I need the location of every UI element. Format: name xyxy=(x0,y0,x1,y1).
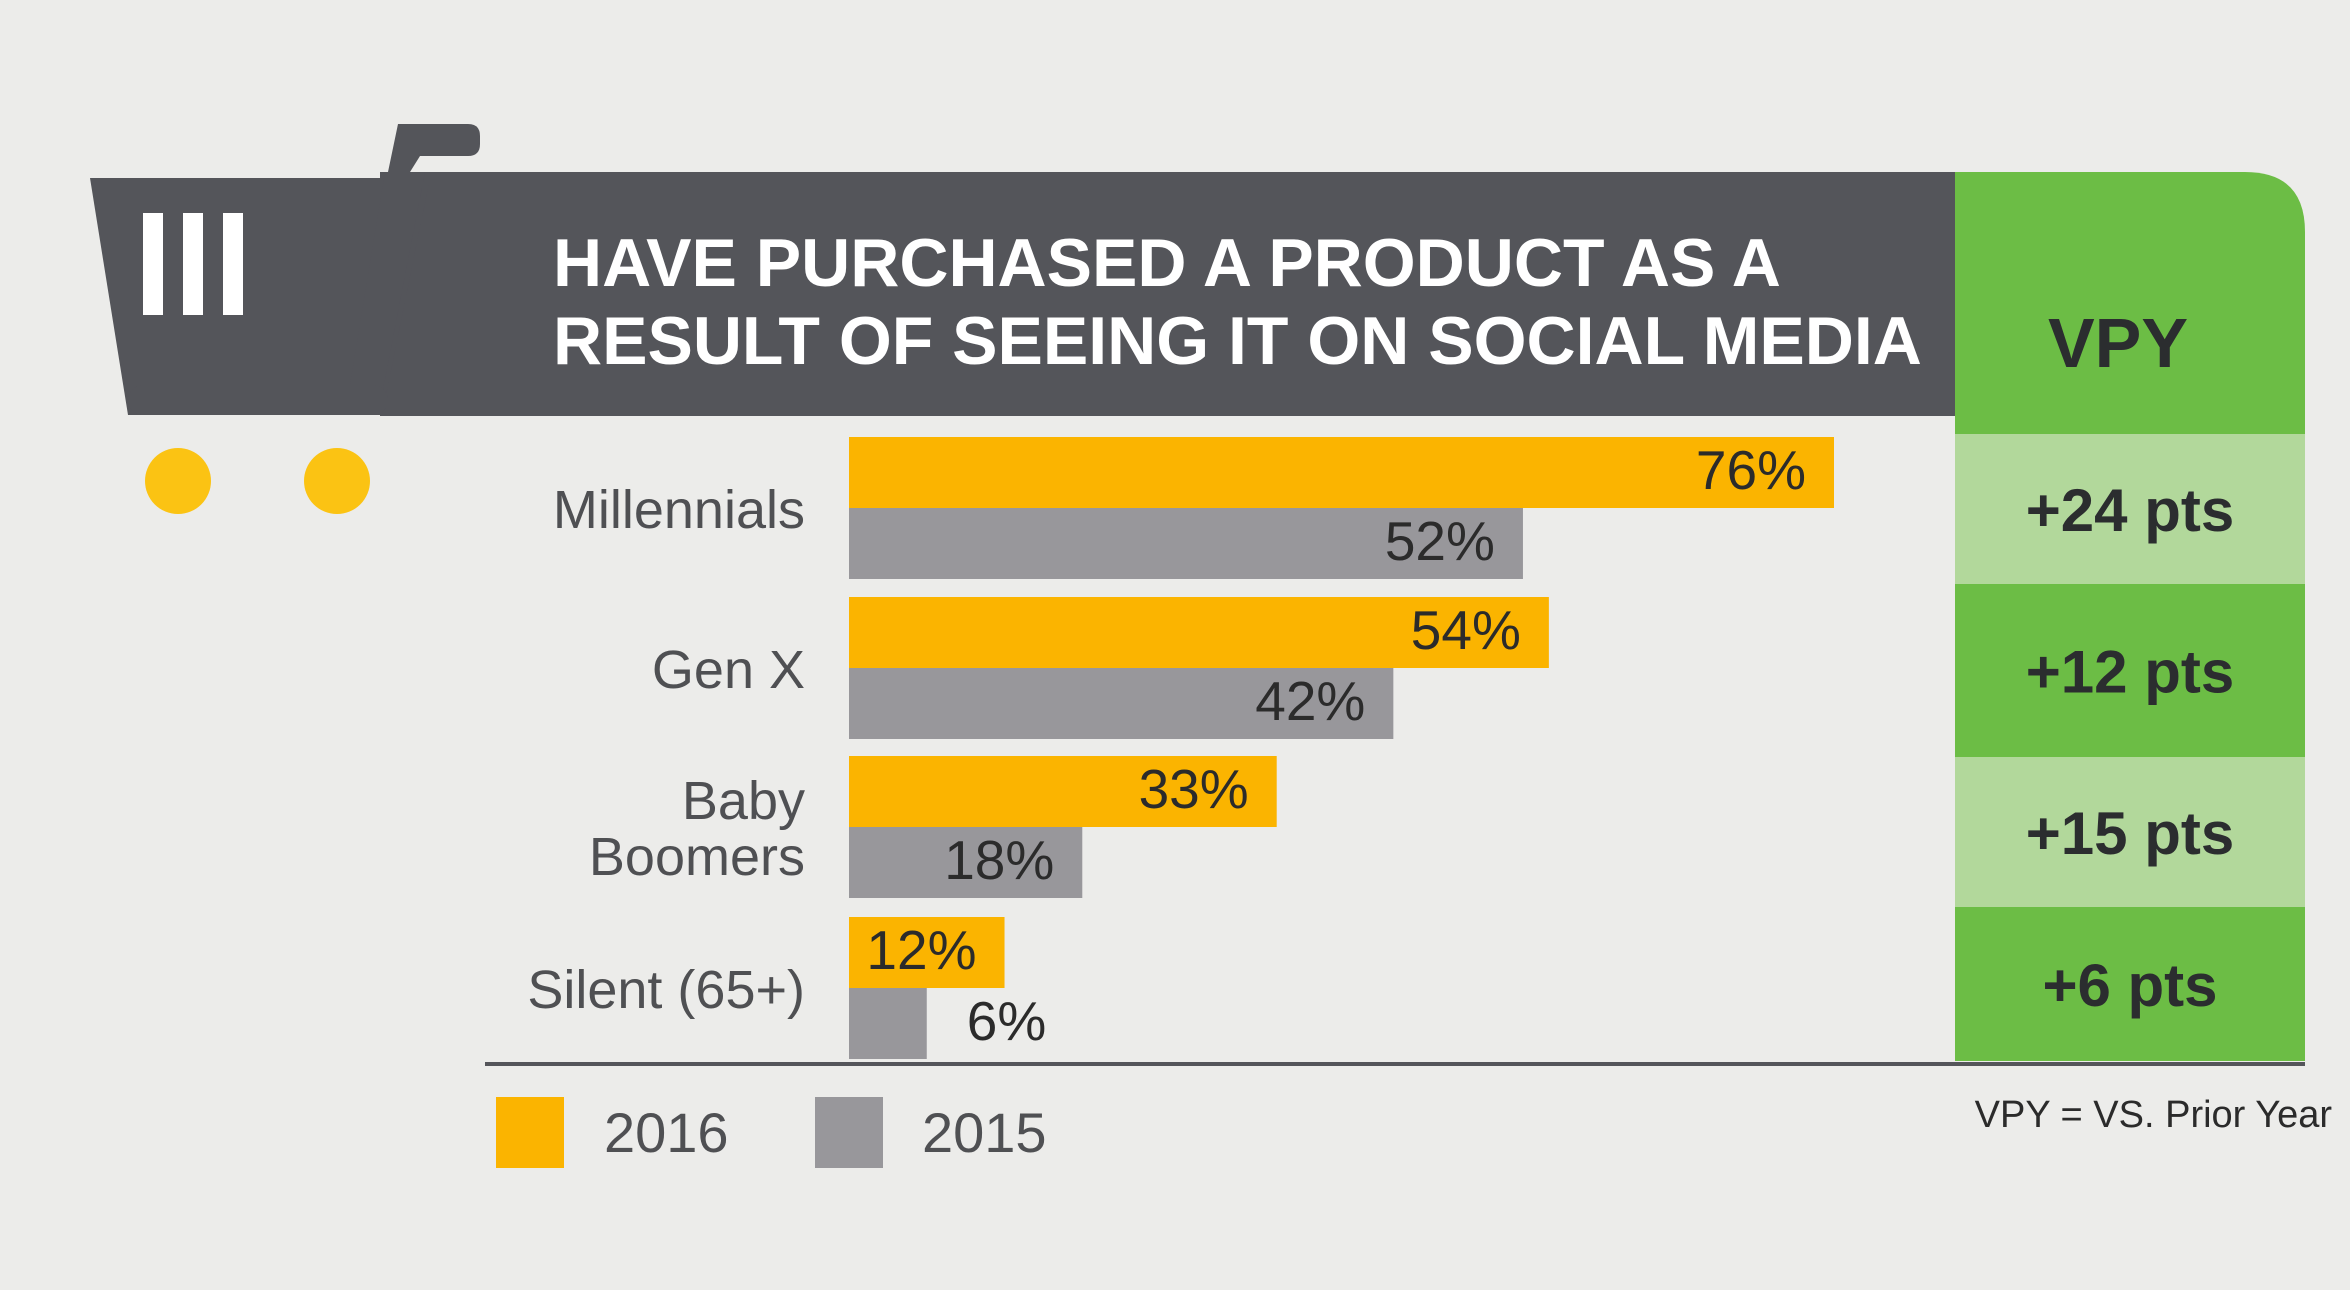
footnote: VPY = VS. Prior Year xyxy=(1975,1094,2333,1136)
vpy-header-cell xyxy=(1955,172,2305,434)
legend-label-2016: 2016 xyxy=(604,1101,729,1164)
value-label-2016-baby-boomers: 33% xyxy=(1139,758,1249,820)
legend-swatch-2016 xyxy=(496,1097,564,1168)
shopping-cart-icon xyxy=(90,124,480,514)
bar-2015-gen-x xyxy=(849,668,1394,739)
bar-2015-baby-boomers xyxy=(849,827,1083,898)
title-banner xyxy=(380,172,1960,416)
value-label-2015-silent-65: 6% xyxy=(967,990,1047,1052)
vpy-header: VPY xyxy=(2048,304,2188,382)
bar-2016-millennials xyxy=(849,437,1834,508)
legend-label-2015: 2015 xyxy=(922,1101,1047,1164)
chart-title-line-1: HAVE PURCHASED A PRODUCT AS A xyxy=(553,225,1781,301)
category-label-silent-65: Silent (65+) xyxy=(527,960,805,1020)
vpy-cell-silent-65 xyxy=(1955,907,2305,1061)
value-label-2015-gen-x: 42% xyxy=(1255,670,1365,732)
category-label-baby-boomers-line-1: Baby xyxy=(682,771,805,831)
vpy-value-silent-65: +6 pts xyxy=(2042,952,2217,1019)
vpy-value-gen-x: +12 pts xyxy=(2026,639,2234,706)
vpy-cell-baby-boomers xyxy=(1955,757,2305,907)
category-label-millennials: Millennials xyxy=(553,480,805,540)
category-label-baby-boomers-line-2: Boomers xyxy=(589,827,805,887)
value-label-2015-baby-boomers: 18% xyxy=(944,829,1054,891)
bar-2016-baby-boomers xyxy=(849,756,1277,827)
bar-2015-millennials xyxy=(849,508,1523,579)
vpy-value-baby-boomers: +15 pts xyxy=(2026,800,2234,867)
value-label-2016-gen-x: 54% xyxy=(1411,599,1521,661)
vpy-cell-millennials xyxy=(1955,434,2305,584)
vpy-cell-gen-x xyxy=(1955,584,2305,757)
bar-2015-silent-65 xyxy=(849,988,927,1059)
legend-swatch-2015 xyxy=(815,1097,883,1168)
bar-2016-gen-x xyxy=(849,597,1549,668)
value-label-2016-millennials: 76% xyxy=(1696,439,1806,501)
legend: 2016 2015 xyxy=(496,1097,1047,1168)
bar-2016-silent-65 xyxy=(849,917,1005,988)
category-label-gen-x: Gen X xyxy=(652,640,805,700)
value-label-2015-millennials: 52% xyxy=(1385,510,1495,572)
chart-title-line-2: RESULT OF SEEING IT ON SOCIAL MEDIA xyxy=(553,303,1922,379)
vpy-value-millennials: +24 pts xyxy=(2026,477,2234,544)
value-label-2016-silent-65: 12% xyxy=(866,919,976,981)
